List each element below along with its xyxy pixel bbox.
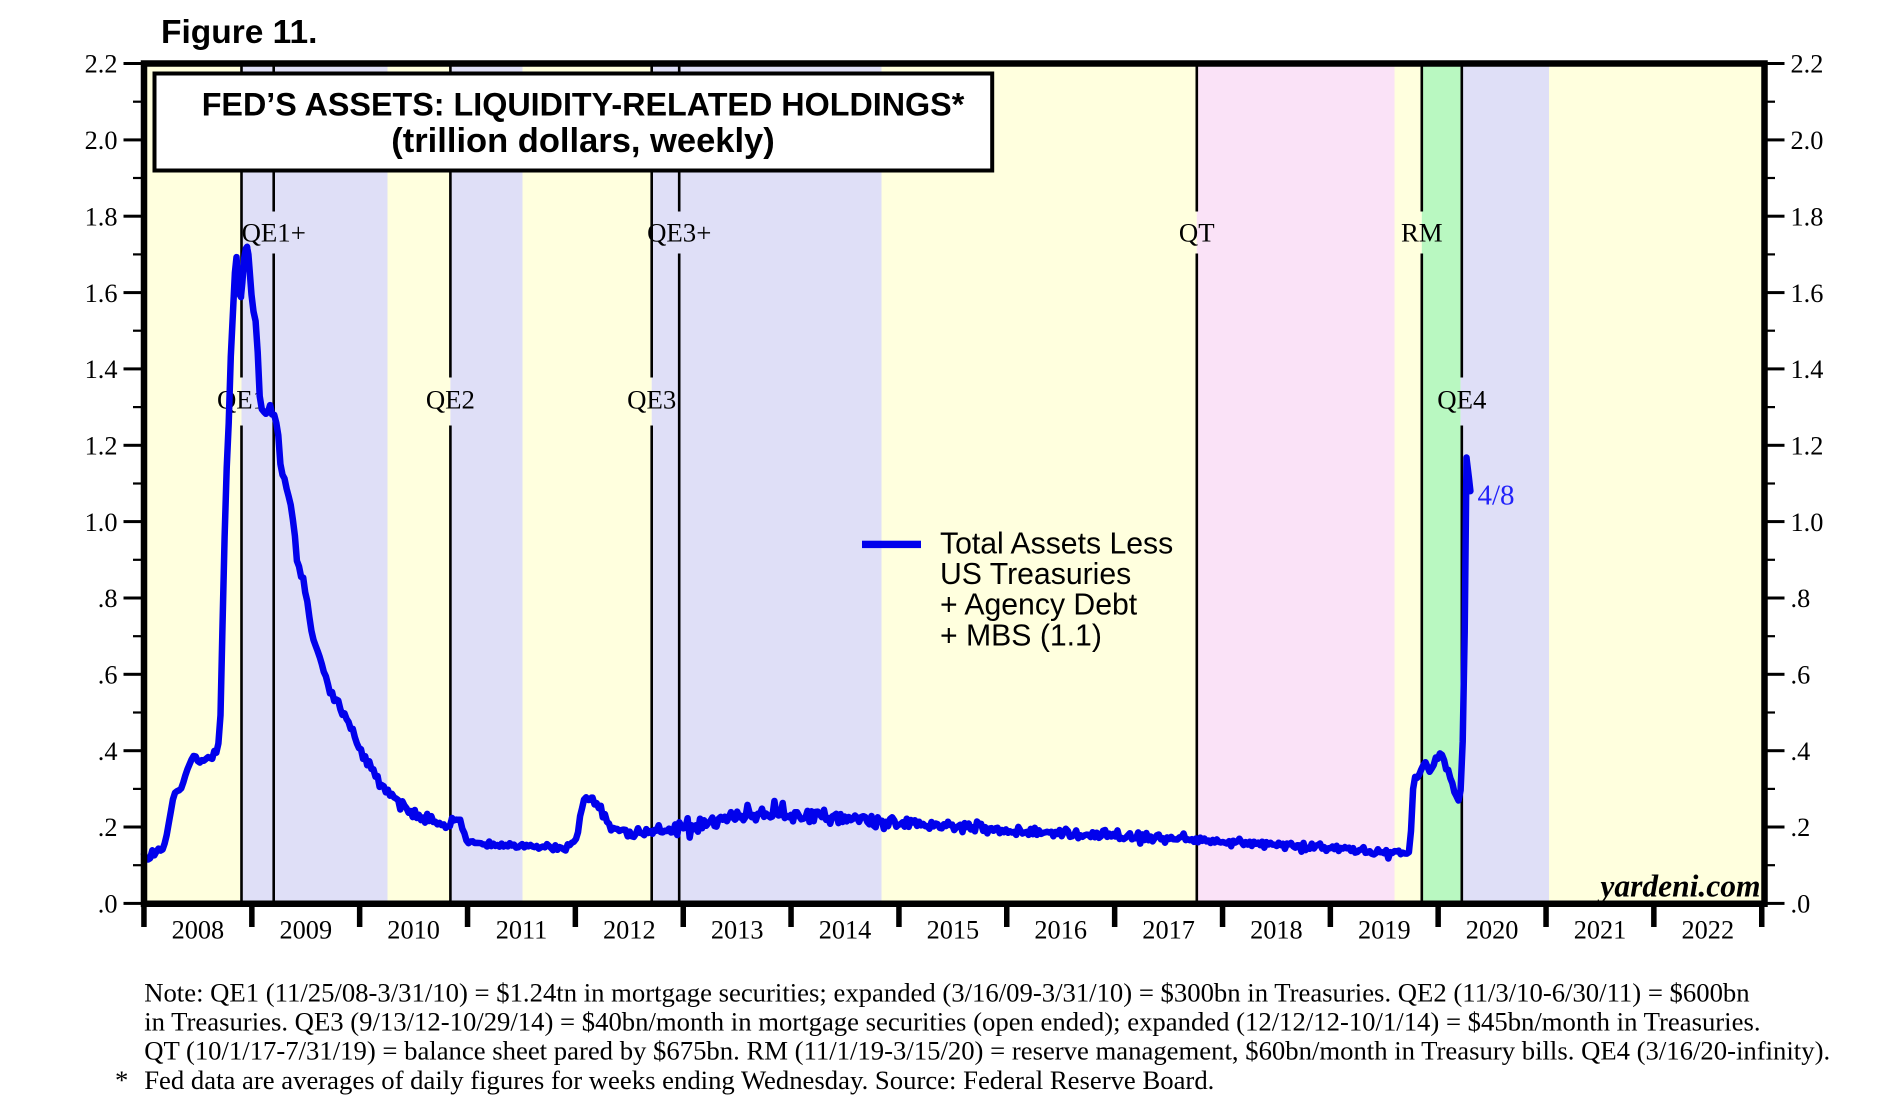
svg-text:1.6: 1.6 — [85, 279, 118, 308]
svg-text:Total Assets Less: Total Assets Less — [940, 527, 1173, 560]
svg-text:in Treasuries. QE3 (9/13/12-10: in Treasuries. QE3 (9/13/12-10/29/14) = … — [144, 1007, 1760, 1037]
svg-text:2.0: 2.0 — [85, 126, 118, 155]
svg-text:2013: 2013 — [711, 915, 764, 944]
svg-text:2014: 2014 — [819, 915, 872, 944]
svg-text:2020: 2020 — [1466, 915, 1519, 944]
svg-text:2022: 2022 — [1682, 915, 1735, 944]
svg-text:2016: 2016 — [1034, 915, 1087, 944]
svg-text:FED’S ASSETS: LIQUIDITY-RELATE: FED’S ASSETS: LIQUIDITY-RELATED HOLDINGS… — [202, 86, 965, 122]
svg-text:1.4: 1.4 — [85, 355, 118, 384]
svg-text:1.2: 1.2 — [85, 432, 118, 461]
svg-text:1.2: 1.2 — [1791, 432, 1824, 461]
svg-text:4/8: 4/8 — [1478, 479, 1515, 511]
svg-text:2.0: 2.0 — [1791, 126, 1824, 155]
svg-text:(trillion dollars, weekly): (trillion dollars, weekly) — [391, 122, 774, 160]
svg-text:2018: 2018 — [1250, 915, 1303, 944]
svg-text:.2: .2 — [1791, 813, 1811, 842]
svg-text:.0: .0 — [98, 890, 118, 919]
svg-text:US Treasuries: US Treasuries — [940, 558, 1131, 591]
svg-text:2011: 2011 — [496, 915, 548, 944]
svg-text:2021: 2021 — [1574, 915, 1627, 944]
svg-text:2012: 2012 — [603, 915, 656, 944]
svg-text:2010: 2010 — [387, 915, 440, 944]
svg-text:yardeni.com: yardeni.com — [1596, 869, 1760, 904]
svg-text:1.8: 1.8 — [1791, 202, 1824, 231]
svg-text:QE2: QE2 — [426, 385, 475, 415]
svg-text:*: * — [115, 1065, 128, 1095]
svg-text:2019: 2019 — [1358, 915, 1411, 944]
svg-text:.0: .0 — [1791, 890, 1811, 919]
svg-text:.4: .4 — [98, 737, 118, 766]
svg-text:.6: .6 — [98, 661, 118, 690]
svg-text:Note: QE1 (11/25/08-3/31/10) =: Note: QE1 (11/25/08-3/31/10) = $1.24tn i… — [144, 978, 1749, 1008]
svg-text:QT: QT — [1179, 218, 1215, 248]
svg-text:1.0: 1.0 — [85, 508, 118, 537]
svg-text:2015: 2015 — [927, 915, 980, 944]
svg-text:1.0: 1.0 — [1791, 508, 1824, 537]
svg-text:1.4: 1.4 — [1791, 355, 1824, 384]
svg-text:2.2: 2.2 — [1791, 50, 1824, 79]
svg-text:1.8: 1.8 — [85, 202, 118, 231]
svg-text:QE3: QE3 — [627, 385, 676, 415]
svg-text:2017: 2017 — [1142, 915, 1195, 944]
svg-text:Figure 11.: Figure 11. — [161, 14, 317, 51]
svg-text:RM: RM — [1401, 218, 1443, 248]
svg-text:2.2: 2.2 — [85, 50, 118, 79]
svg-text:+ Agency Debt: + Agency Debt — [940, 589, 1138, 622]
svg-text:QE3+: QE3+ — [647, 218, 711, 248]
svg-text:.2: .2 — [98, 813, 118, 842]
svg-text:.8: .8 — [98, 584, 118, 613]
svg-text:1.6: 1.6 — [1791, 279, 1824, 308]
svg-text:.6: .6 — [1791, 661, 1811, 690]
svg-text:.4: .4 — [1791, 737, 1811, 766]
svg-text:QE1+: QE1+ — [242, 218, 306, 248]
svg-text:2008: 2008 — [172, 915, 225, 944]
svg-text:QE4: QE4 — [1437, 385, 1486, 415]
svg-text:Fed data are averages of daily: Fed data are averages of daily figures f… — [144, 1065, 1214, 1095]
svg-text:2009: 2009 — [280, 915, 333, 944]
svg-text:.8: .8 — [1791, 584, 1811, 613]
svg-text:+ MBS (1.1): + MBS (1.1) — [940, 619, 1102, 652]
svg-text:QT (10/1/17-7/31/19) = balance: QT (10/1/17-7/31/19) = balance sheet par… — [144, 1036, 1830, 1066]
